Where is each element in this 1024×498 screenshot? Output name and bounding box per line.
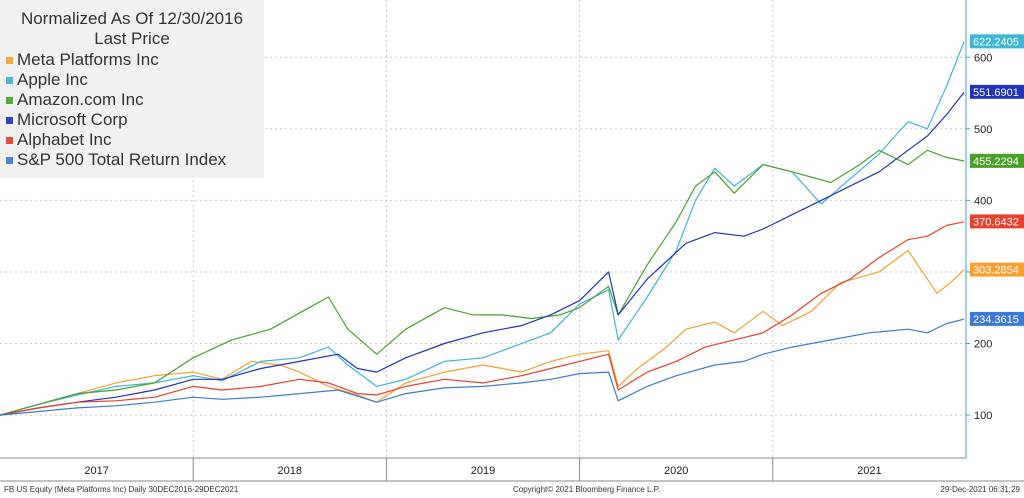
x-tick-label: 2018 xyxy=(278,465,302,477)
last-value-badge-bg xyxy=(970,214,1024,229)
y-tick-label: 600 xyxy=(974,52,992,64)
y-tick-label: 500 xyxy=(974,124,992,136)
legend: Normalized As Of 12/30/2016 Last Price M… xyxy=(0,0,264,178)
last-value-label: 370.6432 xyxy=(973,216,1019,228)
last-value-badge-bg xyxy=(970,311,1024,326)
y-tick-label: 200 xyxy=(974,339,992,351)
last-value-label: 234.3615 xyxy=(973,314,1019,326)
last-value-badge-bg xyxy=(970,262,1024,277)
last-value-label: 303.2854 xyxy=(973,265,1019,277)
last-value-badge: 234.3615 xyxy=(970,311,1024,326)
series-line xyxy=(0,91,965,416)
legend-label: S&P 500 Total Return Index xyxy=(17,150,227,169)
last-value-badge-bg xyxy=(970,34,1024,49)
last-value-badge-bg xyxy=(970,153,1024,168)
last-value-badge: 455.2294 xyxy=(970,153,1024,168)
last-value-badge-bg xyxy=(970,84,1024,99)
x-tick-label: 2019 xyxy=(471,465,495,477)
legend-swatch xyxy=(6,156,13,164)
y-tick-label: 100 xyxy=(974,410,992,422)
footer-copyright: Copyright© 2021 Bloomberg Finance L.P. xyxy=(513,485,661,494)
last-value-label: 622.2405 xyxy=(973,36,1019,48)
series-line xyxy=(0,41,965,416)
legend-item: Apple Inc xyxy=(6,70,88,90)
legend-swatch xyxy=(6,76,13,84)
footer-timestamp: 29-Dec-2021 06:31:29 xyxy=(940,485,1020,494)
legend-label: Microsoft Corp xyxy=(17,110,128,129)
x-tick-label: 2021 xyxy=(857,465,881,477)
footer-security: FB US Equity (Meta Platforms Inc) Daily … xyxy=(4,485,239,494)
x-tick-label: 2020 xyxy=(664,465,688,477)
x-tick-label: 2017 xyxy=(84,465,108,477)
legend-label: Amazon.com Inc xyxy=(17,90,144,109)
legend-swatch xyxy=(6,56,13,64)
legend-label: Alphabet Inc xyxy=(17,130,112,149)
legend-item: Microsoft Corp xyxy=(6,110,128,130)
last-value-label: 551.6901 xyxy=(973,87,1019,99)
legend-swatch xyxy=(6,96,13,104)
last-value-label: 455.2294 xyxy=(973,156,1019,168)
legend-subtitle: Last Price xyxy=(94,29,170,48)
legend-label: Apple Inc xyxy=(17,70,88,89)
legend-item: Meta Platforms Inc xyxy=(6,50,159,70)
last-value-badge: 622.2405 xyxy=(970,34,1024,49)
legend-item: Alphabet Inc xyxy=(6,130,112,150)
legend-item: S&P 500 Total Return Index xyxy=(6,150,226,170)
legend-swatch xyxy=(6,116,13,124)
legend-label: Meta Platforms Inc xyxy=(17,50,159,69)
legend-item: Amazon.com Inc xyxy=(6,90,144,110)
series-line xyxy=(0,221,965,416)
series-line xyxy=(0,318,965,416)
last-value-badge: 370.6432 xyxy=(970,214,1024,229)
last-value-badge: 551.6901 xyxy=(970,84,1024,99)
series-line xyxy=(0,149,965,416)
legend-swatch xyxy=(6,136,13,144)
legend-title: Normalized As Of 12/30/2016 xyxy=(20,9,244,28)
last-value-badge: 303.2854 xyxy=(970,262,1024,277)
y-tick-label: 400 xyxy=(974,195,992,207)
